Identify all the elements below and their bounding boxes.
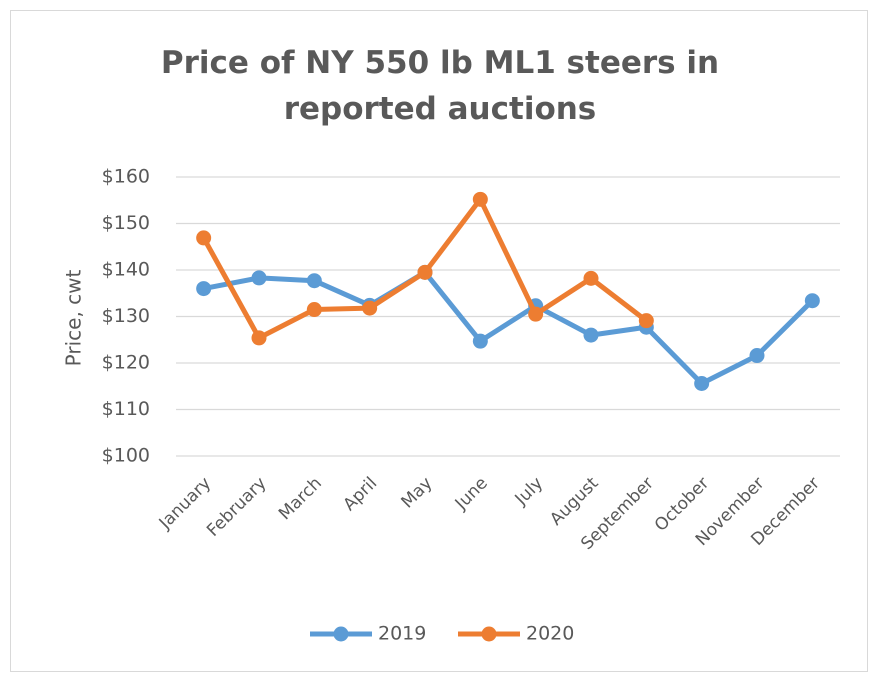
x-category-label: February (203, 473, 270, 540)
x-category-label: June (451, 473, 492, 514)
chart-title-line-2: reported auctions (283, 91, 597, 127)
data-point (472, 333, 488, 349)
chart-title: Price of NY 550 lb ML1 steers in reporte… (0, 40, 880, 132)
x-category-label: April (340, 473, 382, 515)
y-tick-label: $110 (102, 398, 150, 420)
x-category-label: May (398, 473, 437, 512)
y-tick-label: $140 (102, 259, 150, 281)
legend-marker (481, 626, 497, 642)
data-point (196, 281, 212, 297)
gridlines (176, 176, 840, 457)
y-tick-label: $150 (102, 212, 150, 234)
y-tick-label: $160 (102, 166, 150, 188)
y-tick-label: $120 (102, 352, 150, 374)
data-point (472, 191, 488, 207)
chart-frame (10, 10, 868, 672)
legend-marker (333, 626, 349, 642)
data-point (306, 273, 322, 289)
chart-title-line-1: Price of NY 550 lb ML1 steers in (160, 45, 720, 81)
data-point (638, 313, 654, 329)
data-point (694, 375, 710, 391)
data-point (804, 293, 820, 309)
data-point (583, 327, 599, 343)
data-point (528, 306, 544, 322)
legend-item: 2019 (310, 623, 426, 645)
y-tick-label: $130 (102, 305, 150, 327)
y-axis-label: Price, cwt (62, 269, 86, 366)
data-point (196, 230, 212, 246)
x-category-label: March (275, 473, 326, 524)
data-point (362, 300, 378, 316)
data-point (417, 264, 433, 280)
legend-label: 2020 (526, 623, 574, 645)
series-2019 (196, 264, 820, 391)
legend: 2019 2020 (310, 623, 574, 645)
legend-label: 2019 (378, 623, 426, 645)
y-tick-label: $100 (102, 445, 150, 467)
data-point (583, 270, 599, 286)
y-axis-ticks: $100 $110 $120 $130 $140 $150 $160 (102, 166, 150, 467)
data-point (749, 348, 765, 364)
data-point (251, 330, 267, 346)
series-line (201, 269, 815, 386)
x-category-label: August (546, 473, 602, 529)
x-category-label: July (511, 473, 547, 509)
data-point (306, 302, 322, 318)
legend-item: 2020 (458, 623, 574, 645)
series-lines (196, 191, 820, 391)
series-2020 (196, 191, 654, 346)
data-point (251, 270, 267, 286)
